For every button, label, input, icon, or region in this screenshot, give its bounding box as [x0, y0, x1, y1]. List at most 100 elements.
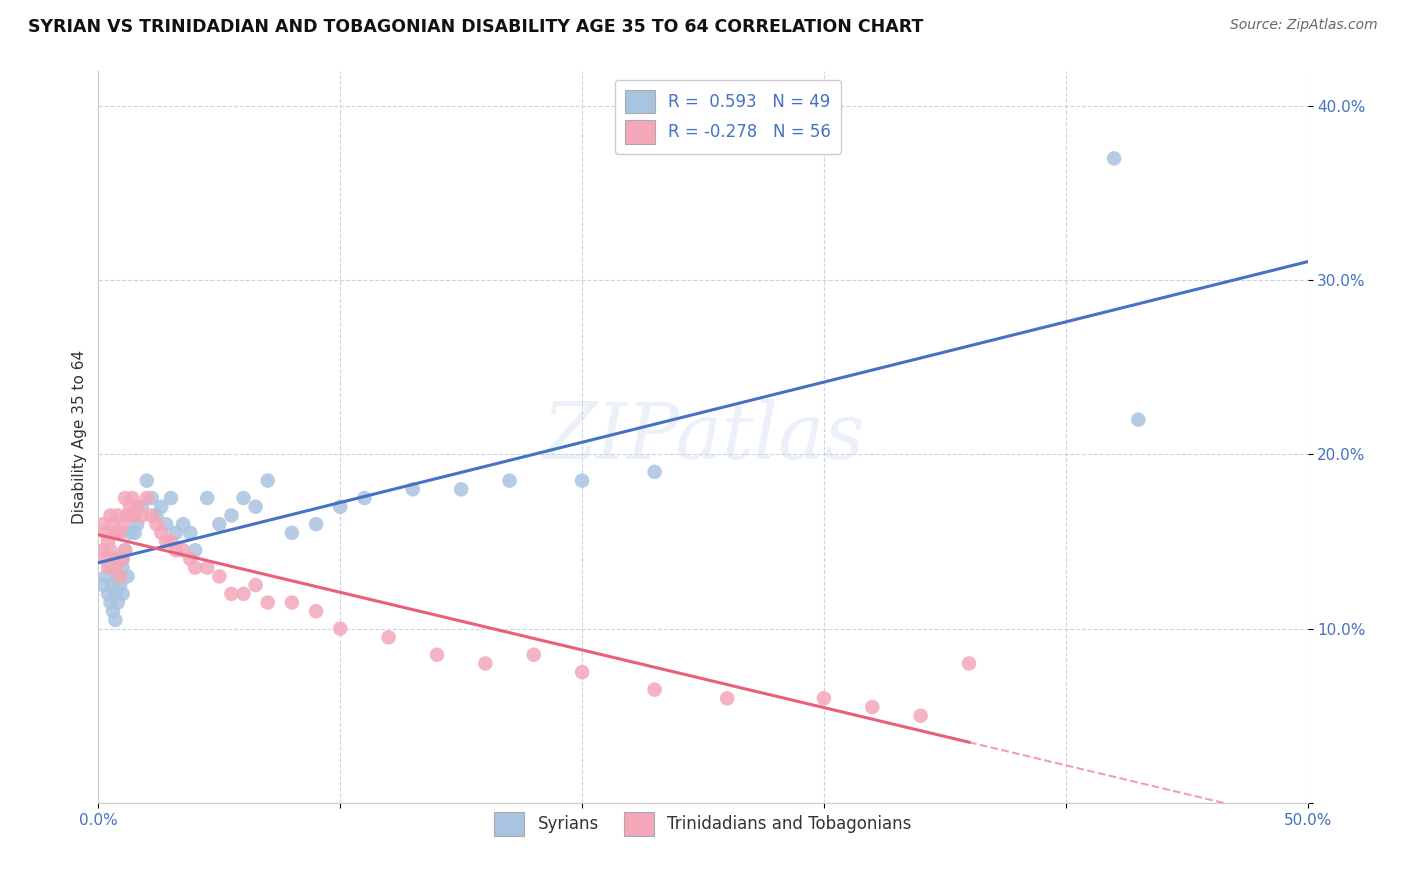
Point	[256, 474, 278, 488]
Point	[111, 517, 134, 532]
Point	[221, 508, 243, 523]
Point	[91, 543, 114, 558]
Point	[281, 595, 304, 609]
Point	[232, 587, 254, 601]
Point	[195, 491, 218, 505]
Point	[94, 569, 117, 583]
Point	[150, 525, 173, 540]
Point	[450, 483, 472, 497]
Point	[104, 560, 127, 574]
Point	[111, 587, 134, 601]
Point	[910, 708, 932, 723]
Point	[498, 474, 520, 488]
Point	[571, 665, 593, 680]
Point	[118, 500, 141, 514]
Point	[107, 508, 129, 523]
Point	[108, 569, 131, 583]
Point	[127, 517, 149, 532]
Point	[165, 543, 187, 558]
Point	[474, 657, 496, 671]
Point	[195, 560, 218, 574]
Point	[245, 578, 267, 592]
Point	[208, 517, 231, 532]
Point	[91, 517, 114, 532]
Point	[108, 525, 131, 540]
Point	[114, 543, 136, 558]
Point	[127, 500, 149, 514]
Legend: Syrians, Trinidadians and Tobagonians: Syrians, Trinidadians and Tobagonians	[484, 802, 922, 846]
Point	[100, 595, 122, 609]
Point	[101, 517, 124, 532]
Y-axis label: Disability Age 35 to 64: Disability Age 35 to 64	[72, 350, 87, 524]
Point	[100, 508, 122, 523]
Point	[172, 543, 194, 558]
Point	[141, 508, 163, 523]
Point	[97, 560, 120, 574]
Point	[523, 648, 546, 662]
Point	[221, 587, 243, 601]
Point	[97, 587, 120, 601]
Point	[117, 508, 139, 523]
Point	[329, 500, 352, 514]
Point	[329, 622, 352, 636]
Point	[101, 604, 124, 618]
Text: SYRIAN VS TRINIDADIAN AND TOBAGONIAN DISABILITY AGE 35 TO 64 CORRELATION CHART: SYRIAN VS TRINIDADIAN AND TOBAGONIAN DIS…	[28, 18, 924, 36]
Point	[111, 560, 134, 574]
Point	[104, 525, 127, 540]
Point	[107, 595, 129, 609]
Point	[305, 517, 328, 532]
Point	[111, 552, 134, 566]
Point	[121, 508, 143, 523]
Point	[957, 657, 980, 671]
Point	[150, 500, 173, 514]
Point	[155, 534, 177, 549]
Point	[160, 491, 183, 505]
Text: ZIPatlas: ZIPatlas	[541, 399, 865, 475]
Point	[114, 543, 136, 558]
Point	[145, 508, 167, 523]
Point	[165, 525, 187, 540]
Point	[184, 560, 207, 574]
Point	[104, 613, 127, 627]
Point	[1102, 152, 1125, 166]
Point	[97, 534, 120, 549]
Point	[117, 569, 139, 583]
Point	[377, 631, 399, 645]
Point	[256, 595, 278, 609]
Point	[1128, 412, 1150, 426]
Point	[135, 491, 157, 505]
Point	[111, 552, 134, 566]
Point	[135, 474, 157, 488]
Point	[145, 517, 167, 532]
Point	[131, 500, 153, 514]
Point	[108, 578, 131, 592]
Point	[860, 700, 883, 714]
Point	[107, 569, 129, 583]
Point	[100, 560, 122, 574]
Point	[426, 648, 449, 662]
Point	[94, 552, 117, 566]
Point	[141, 491, 163, 505]
Point	[281, 525, 304, 540]
Point	[101, 578, 124, 592]
Point	[179, 525, 201, 540]
Point	[118, 525, 141, 540]
Point	[131, 508, 153, 523]
Point	[644, 465, 666, 479]
Point	[353, 491, 375, 505]
Point	[571, 474, 593, 488]
Point	[160, 534, 183, 549]
Point	[121, 491, 143, 505]
Point	[305, 604, 328, 618]
Point	[232, 491, 254, 505]
Point	[644, 682, 666, 697]
Point	[184, 543, 207, 558]
Point	[402, 483, 425, 497]
Point	[94, 525, 117, 540]
Point	[124, 525, 146, 540]
Point	[91, 578, 114, 592]
Point	[208, 569, 231, 583]
Point	[101, 552, 124, 566]
Point	[107, 552, 129, 566]
Point	[813, 691, 835, 706]
